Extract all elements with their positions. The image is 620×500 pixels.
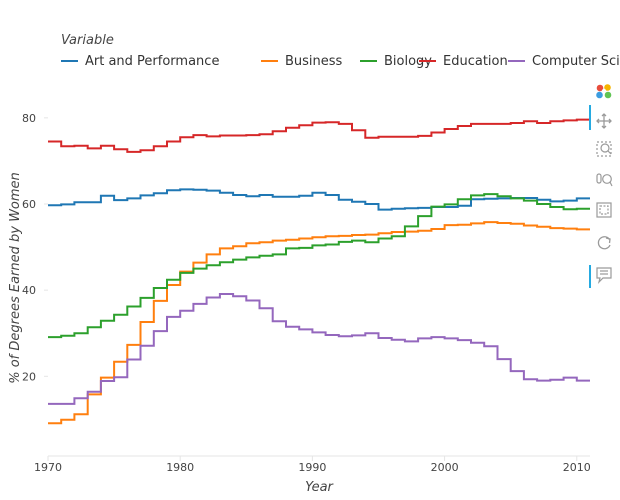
x-tick-label: 1990 bbox=[298, 461, 326, 474]
legend-item[interactable]: Art and Performance bbox=[61, 54, 219, 69]
bokeh-logo-icon[interactable] bbox=[596, 84, 612, 99]
legend-item[interactable]: Biology bbox=[360, 54, 432, 69]
plot-area: 1970 1980 1990 2000 2010 20 40 60 80 Year % of … bbox=[8, 112, 591, 495]
toolbar bbox=[589, 84, 613, 288]
pan-icon[interactable] bbox=[596, 113, 612, 129]
y-tick-label: 60 bbox=[22, 198, 36, 211]
legend-label: Biology bbox=[384, 54, 432, 69]
legend-title: Variable bbox=[61, 33, 114, 48]
series-line-biology bbox=[48, 193, 590, 339]
y-axis-title: % of Degrees Earned by Women bbox=[8, 172, 23, 384]
y-axis-ticks: 20 40 60 80 bbox=[22, 112, 48, 383]
legend-item[interactable]: Education bbox=[419, 54, 508, 69]
legend-items: Art and Performance Business Biology Educat… bbox=[61, 54, 620, 69]
y-tick-label: 80 bbox=[22, 112, 36, 125]
reset-icon[interactable] bbox=[597, 236, 611, 250]
y-tick-label: 20 bbox=[22, 370, 36, 383]
legend-label: Computer Science bbox=[532, 54, 620, 69]
legend-label: Education bbox=[443, 54, 508, 69]
series-layer bbox=[48, 118, 590, 425]
legend: Variable Art and Performance Business Biol… bbox=[61, 33, 620, 69]
x-tick-label: 1970 bbox=[34, 461, 62, 474]
legend-item[interactable]: Computer Science bbox=[508, 54, 620, 69]
legend-item[interactable]: Business bbox=[261, 54, 343, 69]
lasso-select-icon[interactable] bbox=[596, 202, 612, 218]
series-line-education bbox=[48, 118, 590, 153]
x-axis-title: Year bbox=[305, 480, 334, 495]
series-line-business bbox=[48, 221, 590, 425]
series-line-art-and-performance bbox=[48, 188, 590, 211]
x-tick-label: 1980 bbox=[166, 461, 194, 474]
x-axis-ticks: 1970 1980 1990 2000 2010 bbox=[34, 456, 591, 474]
legend-label: Business bbox=[285, 54, 343, 69]
wheel-zoom-icon[interactable] bbox=[596, 173, 613, 187]
legend-label: Art and Performance bbox=[85, 54, 219, 69]
x-tick-label: 2010 bbox=[563, 461, 591, 474]
box-zoom-icon[interactable] bbox=[596, 141, 612, 157]
series-line-computer-science bbox=[48, 293, 590, 405]
x-tick-label: 2000 bbox=[431, 461, 459, 474]
hover-icon[interactable] bbox=[596, 267, 612, 284]
y-tick-label: 40 bbox=[22, 284, 36, 297]
